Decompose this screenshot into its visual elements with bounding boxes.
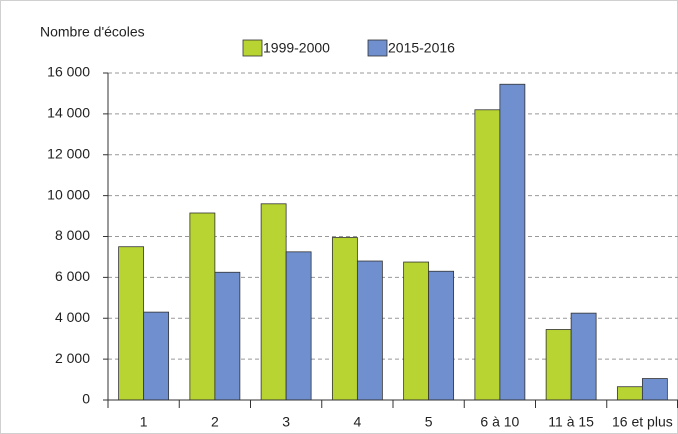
legend-swatch [242,39,263,57]
x-tick-label: 16 et plus [612,414,673,430]
bar [189,212,216,401]
y-tick-label: 4 000 [55,309,90,325]
x-tick-label: 3 [282,414,290,430]
x-tick-label: 6 à 10 [480,414,519,430]
x-tick-label: 2 [211,414,219,430]
y-tick-label: 10 000 [47,186,90,202]
x-tick-label: 11 à 15 [548,414,594,430]
bar [143,311,170,401]
y-tick-label: 14 000 [47,105,90,121]
bar [570,312,597,401]
x-tick-label: 5 [425,414,433,430]
bar [499,83,526,401]
bar [428,270,455,401]
bar [641,378,668,401]
bar [214,271,241,401]
legend-label: 1999-2000 [263,40,330,56]
y-tick-label: 8 000 [55,227,90,243]
legend-swatch [367,39,388,57]
bar [118,246,145,401]
y-tick-label: 6 000 [55,268,90,284]
bar [545,329,572,401]
bar [331,237,358,401]
legend-label: 2015-2016 [388,40,455,56]
bar [616,386,643,401]
y-tick-label: 12 000 [47,145,90,161]
y-tick-label: 0 [82,391,90,407]
bar [356,260,383,401]
y-tick-label: 16 000 [47,64,90,80]
y-tick-label: 2 000 [55,350,90,366]
bar [285,251,312,401]
bar [474,109,501,401]
x-tick-label: 1 [140,414,148,430]
y-axis-label: Nombre d'écoles [40,24,145,40]
bar [403,261,430,401]
x-tick-label: 4 [353,414,361,430]
bar [260,203,287,401]
